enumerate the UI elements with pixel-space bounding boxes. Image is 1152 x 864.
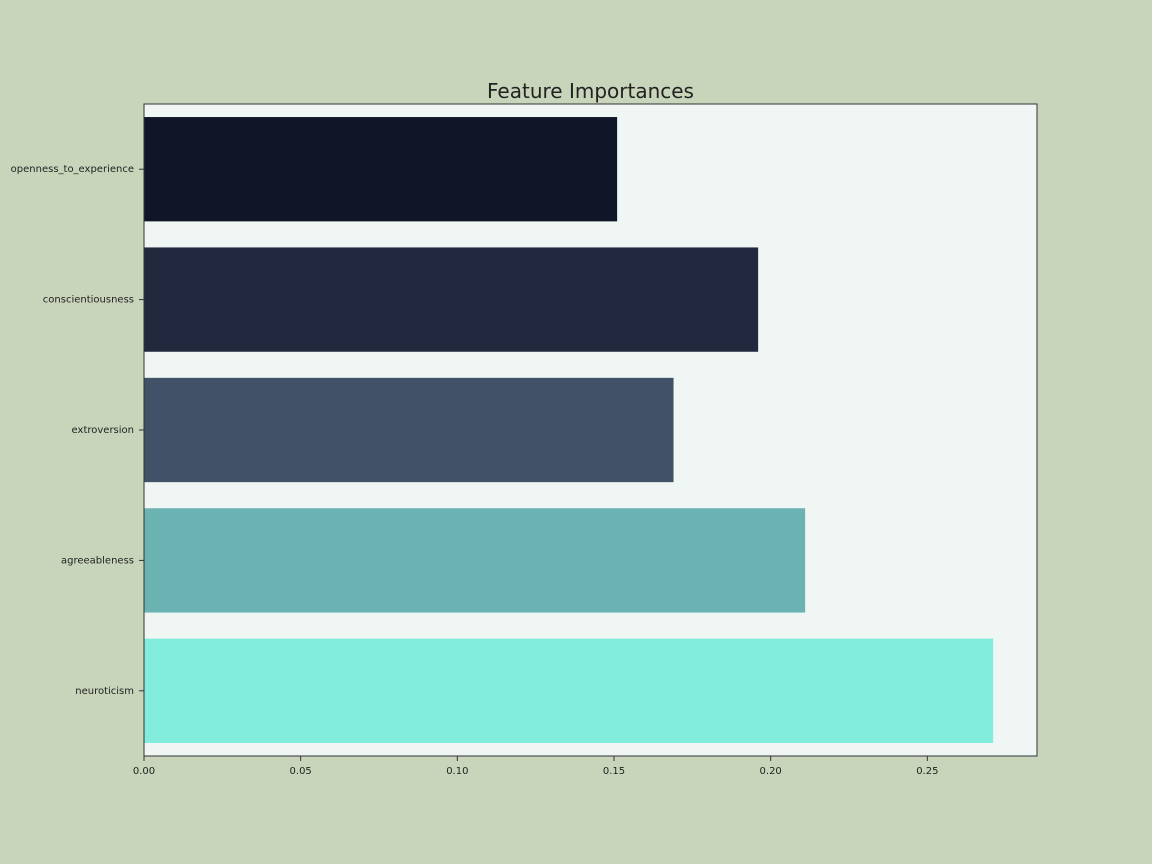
- bar-openness-to-experience: [144, 117, 618, 222]
- x-axis-ticks: 0.00 0.05 0.10 0.15 0.20 0.25: [133, 756, 938, 777]
- x-tick-label: 0.15: [603, 766, 625, 777]
- x-tick-label: 0.05: [290, 766, 312, 777]
- x-tick-label: 0.10: [446, 766, 468, 777]
- y-tick-label: openness_to_experience: [11, 164, 134, 175]
- y-tick-label: extroversion: [72, 425, 134, 436]
- chart-title: Feature Importances: [487, 79, 694, 103]
- x-tick-label: 0.00: [133, 766, 155, 777]
- bars-group: [144, 117, 994, 743]
- y-tick-label: conscientiousness: [43, 295, 134, 306]
- y-tick-label: agreeableness: [61, 555, 134, 566]
- bar-neuroticism: [144, 638, 994, 743]
- bar-extroversion: [144, 377, 674, 483]
- bar-conscientiousness: [144, 247, 759, 352]
- y-axis-ticks: openness_to_experience conscientiousness e…: [11, 164, 144, 697]
- bar-agreeableness: [144, 508, 806, 613]
- x-tick-label: 0.25: [916, 766, 938, 777]
- y-tick-label: neuroticism: [75, 686, 134, 697]
- x-tick-label: 0.20: [760, 766, 782, 777]
